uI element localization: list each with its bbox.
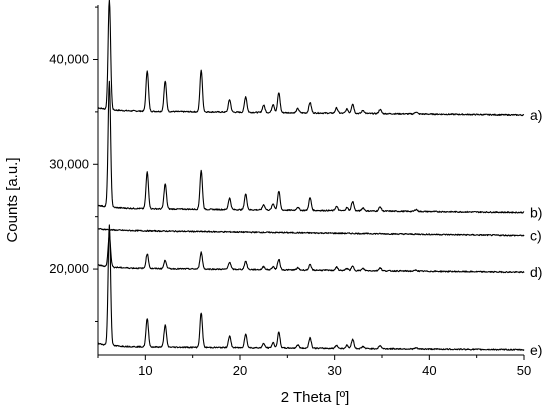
x-tick-label-4: 50 <box>517 363 531 378</box>
y-tick-label-2: 40,000 <box>49 51 89 66</box>
axes-layer: 10 20 30 40 50 20,000 30,000 40,000 <box>49 5 531 378</box>
series-layer: a) b) c) d) e) <box>97 0 542 358</box>
x-tick-label-3: 40 <box>422 363 436 378</box>
series-line-1 <box>97 80 525 214</box>
series-label-0: a) <box>530 107 542 123</box>
x-axis-title: 2 Theta [º] <box>281 389 350 406</box>
series-line-0 <box>97 0 525 117</box>
y-axis-title: Counts [a.u.] <box>4 157 21 242</box>
x-tick-label-0: 10 <box>138 363 152 378</box>
series-label-4: e) <box>530 342 542 358</box>
series-line-2 <box>97 227 525 237</box>
x-tick-label-2: 30 <box>327 363 341 378</box>
series-label-3: d) <box>530 264 542 280</box>
series-label-2: c) <box>530 228 542 244</box>
series-line-3 <box>97 235 525 274</box>
series-label-1: b) <box>530 204 542 220</box>
y-tick-label-0: 20,000 <box>49 261 89 276</box>
y-tick-label-1: 30,000 <box>49 156 89 171</box>
x-tick-label-1: 20 <box>233 363 247 378</box>
series-line-4 <box>97 224 525 351</box>
